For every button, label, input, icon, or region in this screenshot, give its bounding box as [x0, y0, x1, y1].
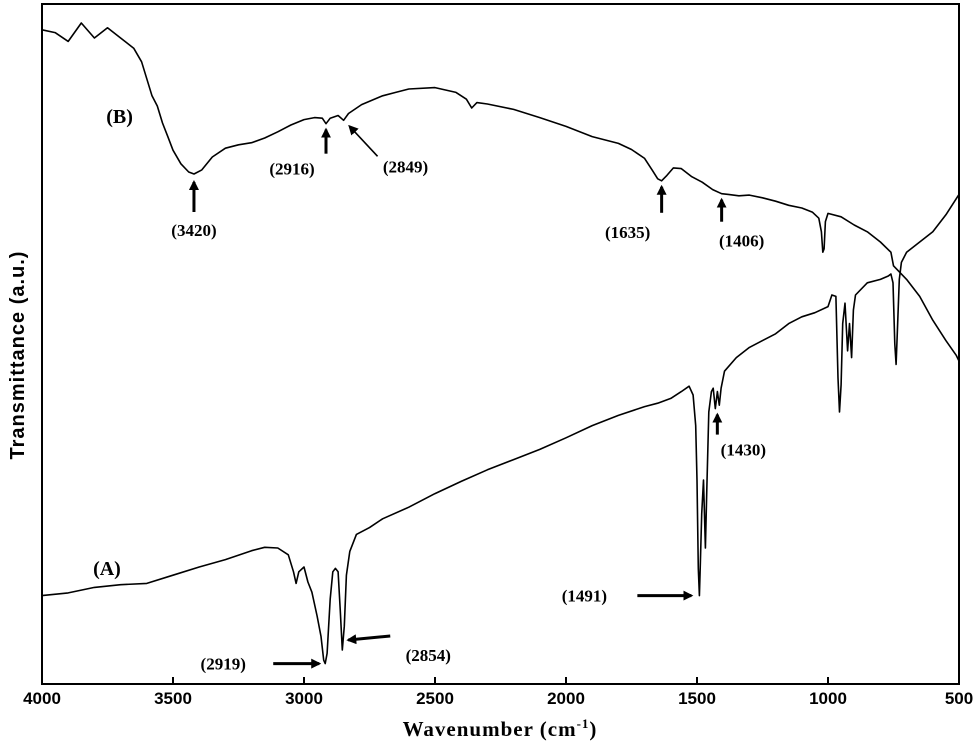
annotation-2916: (2916): [269, 160, 314, 179]
annotation-2849: (2849): [383, 157, 428, 176]
x-tick-label: 2000: [547, 689, 585, 708]
x-axis-title-superscript: -1: [577, 716, 590, 731]
x-tick-label: 2500: [416, 689, 454, 708]
series-a-label: (A): [93, 558, 121, 580]
annotation-2919: (2919): [201, 655, 246, 674]
x-axis-title: Wavenumber (cm-1): [403, 716, 598, 741]
plot-frame: [41, 3, 960, 685]
annotation-1635: (1635): [605, 223, 650, 242]
series-a-line: [41, 193, 960, 665]
series-b-label: (B): [106, 106, 133, 128]
x-tick-label: 1000: [809, 689, 847, 708]
annotation-3420: (3420): [171, 221, 216, 240]
annotation-arrow: [348, 124, 379, 157]
x-axis-ticks: 4000 3500 3000 2500 2000 1500 1000 500: [23, 677, 973, 708]
annotation-1406: (1406): [719, 232, 764, 251]
y-axis-title: Transmittance (a.u.): [7, 251, 29, 460]
x-tick-label: 3500: [154, 689, 192, 708]
x-tick-label: 3000: [285, 689, 323, 708]
annotation-arrows: [188, 124, 727, 669]
x-tick-label: 4000: [23, 689, 61, 708]
annotation-1430: (1430): [721, 441, 766, 460]
annotation-2854: (2854): [406, 646, 451, 665]
x-tick-label: 500: [945, 689, 973, 708]
x-axis-title-close: ): [589, 717, 597, 741]
annotation-1491: (1491): [562, 587, 607, 606]
series-b-line: [41, 22, 960, 362]
x-tick-label: 1500: [678, 689, 716, 708]
annotation-arrow: [346, 634, 391, 645]
